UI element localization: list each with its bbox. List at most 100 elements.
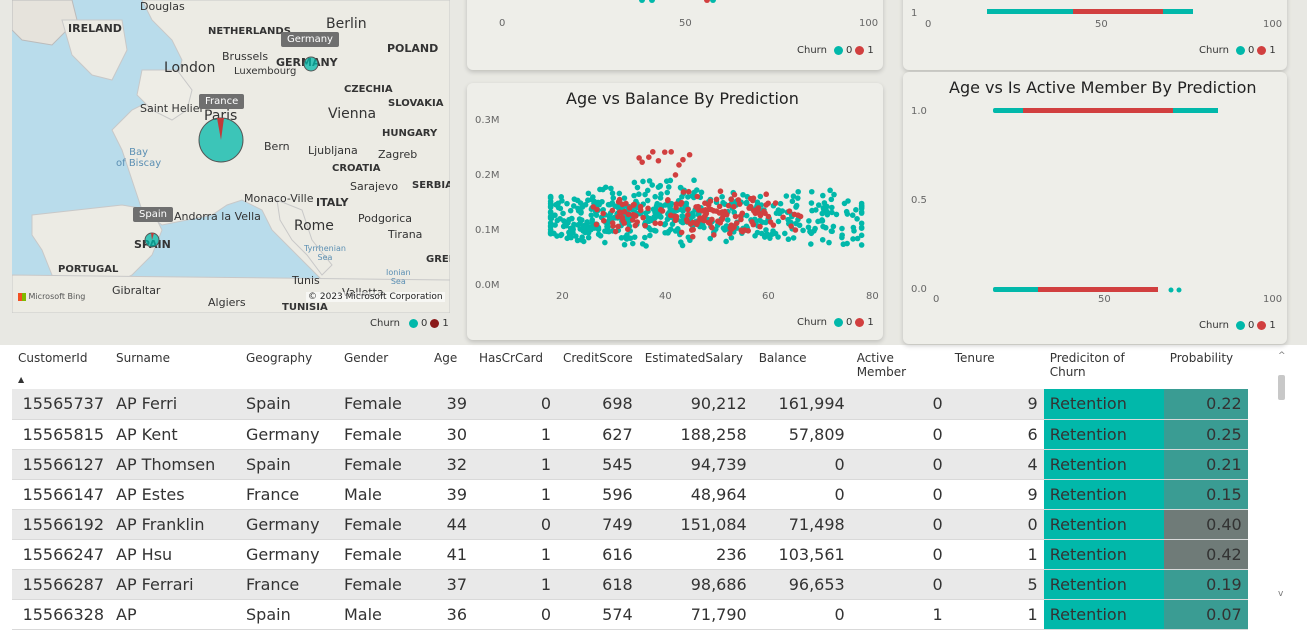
- scatter-point: [651, 227, 658, 234]
- map-label-slovakia: SLOVAKIA: [388, 98, 444, 109]
- table-cell: 698: [557, 389, 639, 420]
- column-header[interactable]: Tenure: [954, 351, 995, 365]
- scroll-up-icon[interactable]: ^: [1278, 351, 1286, 361]
- map-label-berlin: Berlin: [326, 16, 367, 32]
- scatter-point: [858, 242, 865, 248]
- table-row[interactable]: 15566127 AP Thomsen Spain Female 32 1 545 94,73…: [12, 449, 1248, 480]
- scatter-point: [829, 204, 835, 211]
- scatter-point: [783, 193, 790, 199]
- map-label-london: London: [164, 60, 216, 76]
- scatter-point: [737, 213, 744, 219]
- table-row[interactable]: 15566247 AP Hsu Germany Female 41 1 616 236 103,…: [12, 539, 1248, 570]
- scatter-point: [820, 192, 826, 199]
- scatter-point: [642, 234, 648, 241]
- column-header[interactable]: HasCrCard: [479, 351, 544, 365]
- scatter-point: [562, 221, 568, 227]
- scatter-point: [658, 191, 664, 197]
- scatter-point: [662, 229, 668, 236]
- scatter-point: [615, 213, 621, 220]
- customer-table[interactable]: CustomerId ▲ Surname Geography Gender Age HasC…: [12, 345, 1274, 642]
- map-visual[interactable]: Douglas IRELAND NETHERLANDS Berlin POLAN…: [12, 0, 450, 313]
- column-header[interactable]: Prediciton of Churn: [1049, 351, 1125, 379]
- scatter-point: [747, 203, 754, 210]
- table-body: 15565737 AP Ferri Spain Female 39 0 698 90,212 1…: [12, 389, 1248, 630]
- column-header[interactable]: Probability: [1169, 351, 1234, 365]
- table-row[interactable]: 15565815 AP Kent Germany Female 30 1 627 188,25…: [12, 419, 1248, 450]
- map-label-podgorica: Podgorica: [358, 212, 413, 225]
- column-header[interactable]: CustomerId ▲: [18, 351, 88, 384]
- scatter-point: [600, 217, 607, 224]
- age-active-chart-panel[interactable]: Age vs Is Active Member By Prediction 1.…: [903, 72, 1287, 344]
- scatter-point: [629, 217, 636, 223]
- table-cell: 0: [850, 389, 949, 420]
- scatter-point: [680, 156, 686, 163]
- scatter-point: [619, 214, 626, 221]
- scatter-point: [580, 223, 587, 230]
- scatter-point: [843, 208, 850, 215]
- scatter-point: [564, 235, 571, 242]
- map-label-portugal: PORTUGAL: [58, 264, 119, 275]
- map-label-rome: Rome: [294, 218, 334, 234]
- table-row[interactable]: 15566287 AP Ferrari France Female 37 1 618 98,6…: [12, 569, 1248, 600]
- scatter-point: [775, 218, 782, 225]
- table-scrollbar[interactable]: ^ v: [1274, 345, 1292, 615]
- scatter-point: [664, 189, 671, 196]
- x-tick: 50: [679, 18, 692, 29]
- scatter-point: [661, 149, 668, 155]
- column-header[interactable]: CreditScore: [563, 351, 633, 365]
- column-header[interactable]: Active Member: [856, 351, 907, 379]
- y-tick: 0.5: [911, 195, 927, 206]
- column-header[interactable]: Age: [434, 351, 458, 365]
- column-header[interactable]: Gender: [344, 351, 389, 365]
- scatter-point: [831, 191, 837, 198]
- age-balance-chart-panel[interactable]: Age vs Balance By Prediction 0.3M 0.2M 0…: [467, 83, 883, 340]
- scatter-point: [616, 209, 623, 215]
- table-cell: 90,212: [638, 389, 753, 420]
- table-cell: 71,790: [638, 599, 753, 630]
- table-cell: Germany: [240, 419, 338, 450]
- scatter-point: [706, 206, 712, 213]
- scatter-point: [678, 199, 685, 206]
- scatter-point: [612, 228, 619, 235]
- top-right-chart-panel[interactable]: 1 0 50 100 Churn 0 1: [903, 0, 1287, 70]
- tooltip-france: France: [199, 94, 245, 109]
- sort-ascending-icon[interactable]: ▲: [18, 375, 25, 384]
- table-row[interactable]: 15565737 AP Ferri Spain Female 39 0 698 90,212 1…: [12, 389, 1248, 420]
- column-header[interactable]: EstimatedSalary: [644, 351, 744, 365]
- column-header[interactable]: Balance: [758, 351, 807, 365]
- scatter-point: [743, 200, 750, 207]
- active-0-point: [1168, 287, 1174, 293]
- column-header[interactable]: Geography: [246, 351, 313, 365]
- table-cell: Germany: [240, 539, 338, 570]
- x-tick: 60: [762, 291, 775, 302]
- scatter-point: [652, 193, 658, 200]
- scatter-point: [719, 193, 725, 200]
- top-right-chart-points: [987, 9, 1193, 14]
- scatter-point: [853, 206, 859, 213]
- top-mid-chart-panel[interactable]: 0 50 100 Churn 0 1: [467, 0, 883, 70]
- column-header[interactable]: Surname: [116, 351, 170, 365]
- map-label-luxembourg: Luxembourg: [234, 66, 297, 77]
- scatter-point: [840, 241, 847, 248]
- table-row[interactable]: 15566147 AP Estes France Male 39 1 596 48,964 0 0…: [12, 479, 1248, 510]
- scatter-point: [585, 190, 592, 197]
- table-row[interactable]: 15566192 AP Franklin Germany Female 44 0 749 15…: [12, 509, 1248, 540]
- scatter-point: [676, 162, 682, 168]
- scatter-point: [685, 194, 691, 200]
- table-cell: 0: [850, 449, 949, 480]
- scatter-point: [639, 159, 645, 165]
- map-copyright: © 2023 Microsoft Corporation: [306, 292, 445, 302]
- table-row[interactable]: 15566328 AP Spain Male 36 0 574 71,790 0 1 1 Retent…: [12, 599, 1248, 630]
- scatter-point: [850, 236, 856, 242]
- scroll-thumb[interactable]: [1278, 375, 1285, 400]
- scatter-point: [569, 215, 575, 222]
- table-cell: 15565737: [12, 389, 110, 420]
- scatter-point: [808, 188, 815, 195]
- scatter-point: [650, 149, 656, 155]
- bing-label: Microsoft Bing: [28, 292, 86, 301]
- legend-title: Churn: [1199, 320, 1229, 331]
- table-cell: 37: [428, 569, 473, 600]
- table-cell: France: [240, 479, 338, 510]
- scatter-point: [732, 213, 739, 220]
- scroll-down-icon[interactable]: v: [1278, 589, 1284, 599]
